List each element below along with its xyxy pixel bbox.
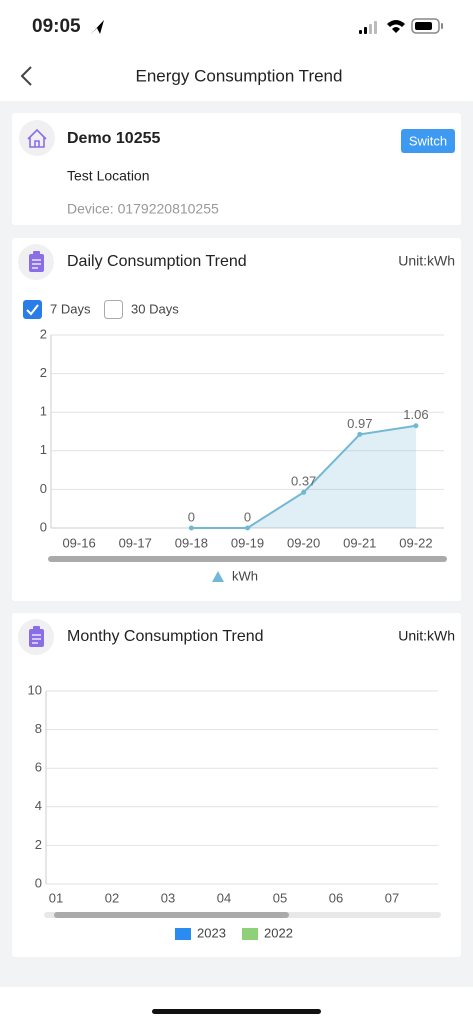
option-label: 7 Days [50, 301, 91, 316]
x-tick-label: 02 [105, 890, 119, 905]
y-tick-label: 1 [40, 442, 47, 457]
legend-label: 2023 [197, 925, 226, 940]
legend-marker [175, 928, 191, 940]
x-tick-label: 09-22 [399, 535, 432, 550]
x-tick-label: 09-16 [62, 535, 95, 550]
x-tick-label: 09-18 [175, 535, 208, 550]
x-tick-label: 07 [385, 890, 399, 905]
x-tick-label: 01 [49, 890, 63, 905]
point [413, 423, 419, 429]
scrollbar [48, 556, 447, 562]
y-tick-label: 1 [40, 404, 47, 419]
y-tick-label: 2 [40, 365, 47, 380]
option-label: 30 Days [131, 301, 179, 316]
y-tick-label: 0 [40, 481, 47, 496]
monthly-unit: Unit:kWh [398, 628, 455, 644]
legend-marker [242, 928, 258, 940]
clipboard-icon [29, 626, 44, 647]
home-bar-bg [0, 987, 473, 1024]
daily-unit: Unit:kWh [398, 253, 455, 269]
y-tick-label: 4 [35, 798, 42, 813]
x-tick-label: 06 [329, 890, 343, 905]
area [191, 425, 416, 528]
value-label: 0 [188, 509, 195, 524]
legend-label: kWh [232, 568, 258, 583]
value-label: 0.37 [291, 474, 316, 489]
y-tick-label: 8 [35, 721, 42, 736]
y-tick-label: 2 [35, 837, 42, 852]
legend-label: 2022 [264, 925, 293, 940]
home-icon-bg [19, 120, 55, 156]
y-tick-label: 6 [35, 760, 42, 775]
monthly-title: Monthy Consumption Trend [67, 628, 264, 645]
x-tick-label: 03 [161, 890, 175, 905]
switch-button[interactable] [401, 129, 455, 153]
home-indicator [152, 1009, 321, 1014]
location-arrow [91, 20, 104, 34]
home-icon [27, 128, 47, 148]
y-tick-label: 10 [28, 682, 42, 697]
daily-title: Daily Consumption Trend [67, 253, 247, 270]
location-card [12, 113, 461, 225]
status-time: 09:05 [32, 16, 81, 37]
scrollbar-thumb [54, 912, 289, 918]
device-id: Device: 0179220810255 [67, 201, 219, 217]
x-tick-label: 04 [217, 890, 231, 905]
wifi-icon [387, 20, 405, 33]
x-tick-label: 09-21 [343, 535, 376, 550]
daily-card [12, 238, 461, 601]
x-tick-label: 09-17 [119, 535, 152, 550]
point [357, 431, 363, 437]
location-address: Test Location [67, 168, 150, 184]
checkmark [26, 304, 39, 316]
x-tick-label: 09-19 [231, 535, 264, 550]
value-label: 0 [244, 509, 251, 524]
y-tick-label: 0 [40, 519, 47, 534]
battery-icon [411, 18, 443, 34]
page-title: Energy Consumption Trend [136, 66, 343, 85]
point [188, 525, 194, 531]
back-button[interactable] [20, 66, 32, 86]
x-tick-label: 09-20 [287, 535, 320, 550]
monthly-card [12, 613, 461, 957]
value-label: 1.06 [403, 407, 428, 422]
x-tick-label: 05 [273, 890, 287, 905]
value-label: 0.97 [347, 416, 372, 431]
checkbox [23, 300, 42, 319]
switch-label[interactable]: Switch [409, 133, 447, 148]
checkbox [104, 300, 123, 319]
legend-marker [212, 571, 224, 582]
point [245, 525, 250, 531]
y-tick-label: 0 [35, 875, 42, 890]
signal-icon [359, 21, 377, 34]
header-bg [0, 0, 473, 101]
y-tick-label: 2 [40, 326, 47, 341]
point [301, 489, 307, 495]
location-name: Demo 10255 [67, 130, 160, 147]
clipboard-icon [29, 251, 44, 272]
